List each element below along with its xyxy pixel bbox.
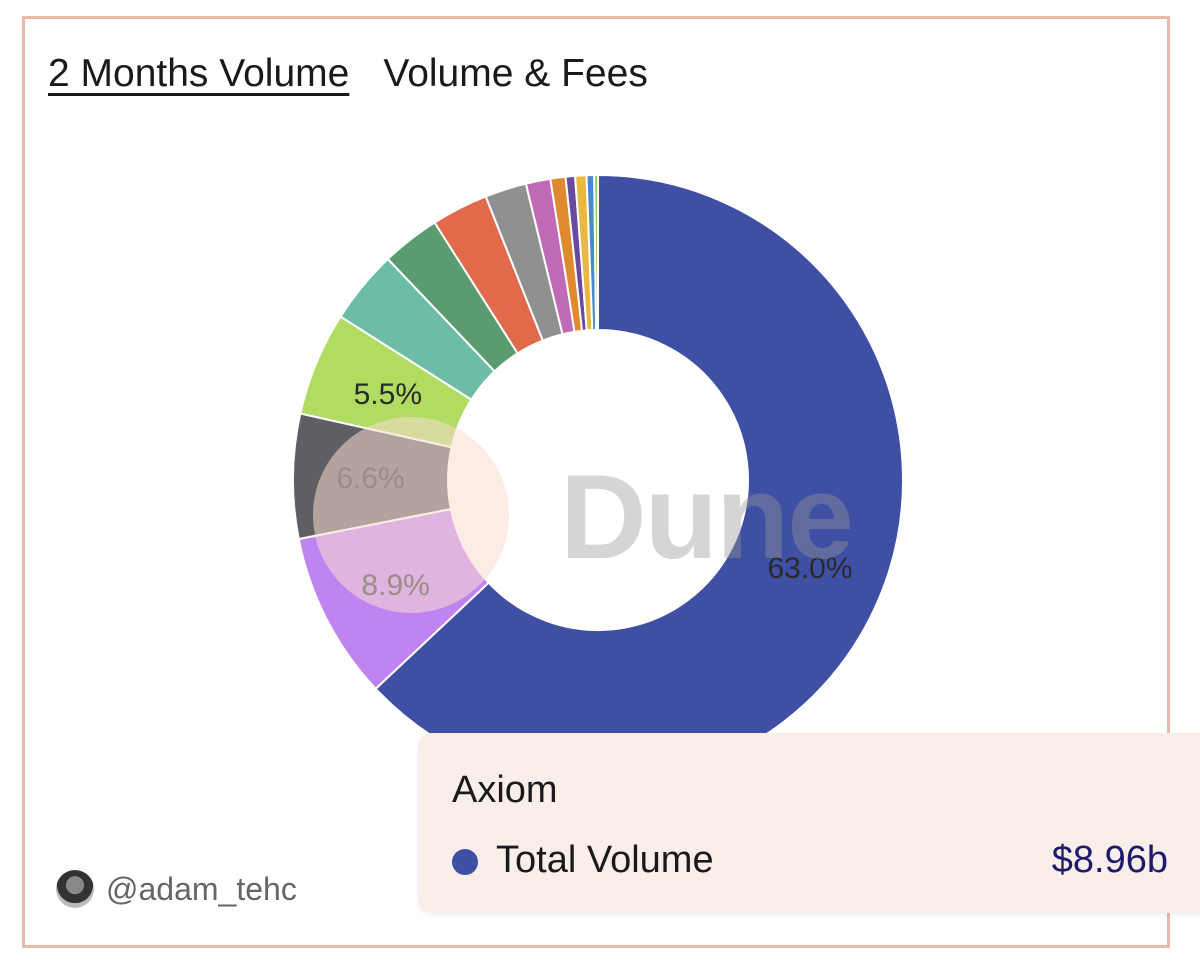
tooltip-series-label: Total Volume xyxy=(496,839,714,881)
dune-watermark: Dune xyxy=(560,450,854,584)
slice-label-3: 5.5% xyxy=(354,378,422,411)
tooltip-series-dot xyxy=(452,849,478,875)
tooltip-title: Axiom xyxy=(452,769,558,811)
avatar xyxy=(56,870,94,908)
card-frame xyxy=(22,16,1170,948)
slice-label-0: 63.0% xyxy=(767,552,852,585)
tooltip-value: $8.96b xyxy=(1051,839,1168,881)
author[interactable]: @adam_tehc xyxy=(56,870,297,908)
hover-highlight xyxy=(313,417,509,613)
tab-bar: 2 Months Volume Volume & Fees xyxy=(48,52,648,96)
donut-slice-13[interactable] xyxy=(593,173,599,332)
tab-2-months-volume[interactable]: 2 Months Volume xyxy=(48,52,350,95)
chart-tooltip: Axiom Total Volume $8.96b xyxy=(418,733,1200,913)
tab-volume-fees[interactable]: Volume & Fees xyxy=(383,52,648,95)
author-handle[interactable]: @adam_tehc xyxy=(106,870,297,907)
